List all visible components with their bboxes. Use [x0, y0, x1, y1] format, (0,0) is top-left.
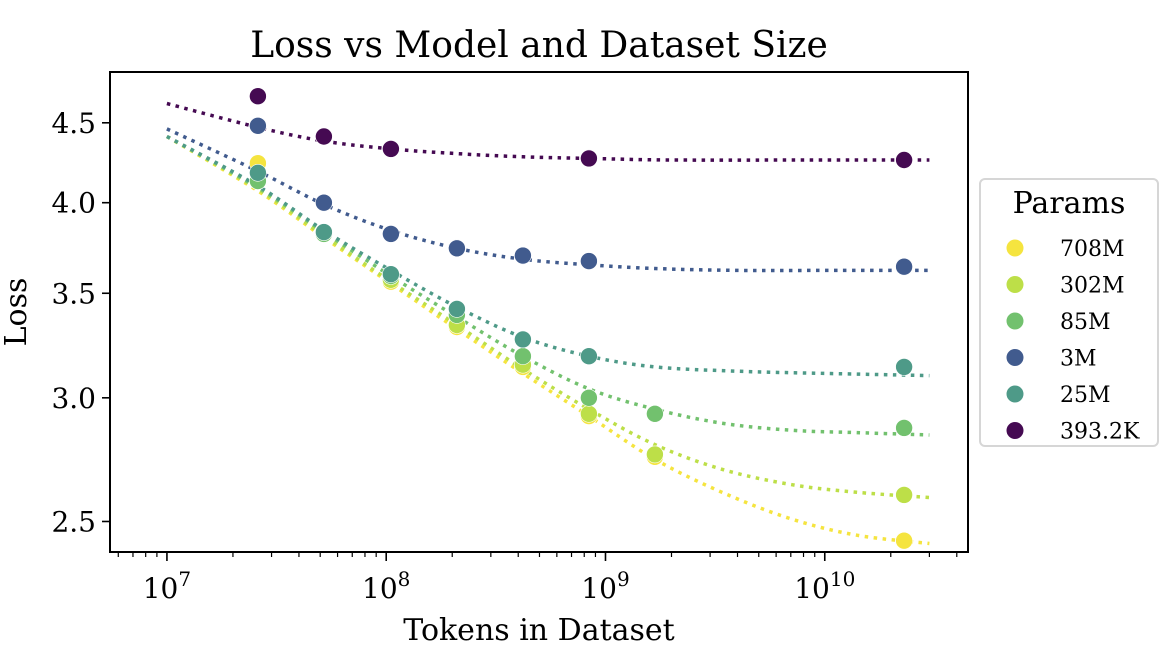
legend-label: 85M [1060, 310, 1111, 335]
y-tick-label: 4.0 [51, 187, 96, 220]
data-point-25m [895, 358, 913, 376]
data-point-393-2k [249, 87, 267, 105]
data-point-3m [580, 252, 598, 270]
y-axis: 2.5 3.0 3.5 4.0 4.5 [51, 107, 110, 538]
legend-marker [1006, 385, 1024, 403]
data-point-25m [514, 330, 532, 349]
plot-frame [109, 71, 969, 553]
data-point-85m [514, 347, 532, 366]
data-point-302m [895, 486, 913, 504]
fit-line-25m [166, 134, 930, 378]
chart-title: Loss vs Model and Dataset Size [250, 25, 828, 66]
legend-marker [1006, 349, 1024, 366]
data-point-393-2k [382, 140, 400, 158]
x-tick-label: 107 [143, 567, 191, 605]
fit-lines [166, 101, 930, 546]
legend-marker [1006, 239, 1024, 257]
data-point-3m [382, 225, 400, 243]
x-tick-label: 109 [581, 567, 629, 605]
data-point-302m [580, 404, 598, 423]
data-point-393-2k [580, 149, 598, 168]
data-points [249, 87, 913, 550]
legend-label: 393.2K [1060, 420, 1140, 445]
data-point-708m [895, 531, 913, 550]
data-point-25m [315, 223, 333, 241]
data-point-302m [646, 445, 664, 464]
legend-box [979, 178, 1159, 447]
y-tick-label: 3.0 [51, 382, 96, 415]
data-point-3m [315, 193, 333, 212]
legend: Params 708M 302M 85M 3M 25M 393.2K [979, 178, 1159, 447]
data-point-393-2k [895, 151, 913, 169]
data-point-3m [514, 246, 532, 265]
data-point-85m [646, 404, 664, 423]
fit-line-85m [166, 134, 930, 437]
fit-line-708m [166, 134, 930, 546]
plot-area [109, 71, 969, 553]
fit-line-302m [166, 134, 930, 500]
data-point-3m [895, 257, 913, 276]
data-point-25m [249, 164, 267, 182]
y-axis-label: Loss [0, 278, 34, 347]
data-point-3m [249, 117, 267, 135]
legend-marker [1006, 276, 1024, 293]
data-point-25m [382, 265, 400, 284]
legend-label: 708M [1060, 237, 1125, 262]
x-axis-label: Tokens in Dataset [403, 613, 674, 648]
data-point-25m [448, 300, 466, 318]
data-point-25m [580, 347, 598, 366]
legend-label: 3M [1060, 347, 1097, 372]
legend-marker [1006, 312, 1024, 330]
data-point-3m [448, 239, 466, 258]
y-tick-label: 3.5 [51, 277, 96, 310]
data-point-85m [895, 419, 913, 437]
data-point-85m [580, 388, 598, 407]
x-tick-label: 1010 [794, 567, 855, 605]
y-tick-label: 4.5 [51, 107, 96, 140]
x-tick-label: 108 [362, 567, 410, 605]
legend-label: 302M [1060, 274, 1125, 299]
data-point-393-2k [315, 127, 333, 146]
legend-marker [1006, 422, 1024, 439]
legend-label: 25M [1060, 383, 1111, 408]
legend-title: Params [1013, 186, 1126, 221]
legend-items: 708M 302M 85M 3M 25M 393.2K [1006, 237, 1140, 445]
y-tick-label: 2.5 [51, 505, 96, 538]
x-axis: 107 108 109 1010 [117, 552, 958, 605]
fit-line-393-2k [166, 101, 930, 162]
fit-line-3m [166, 127, 930, 273]
